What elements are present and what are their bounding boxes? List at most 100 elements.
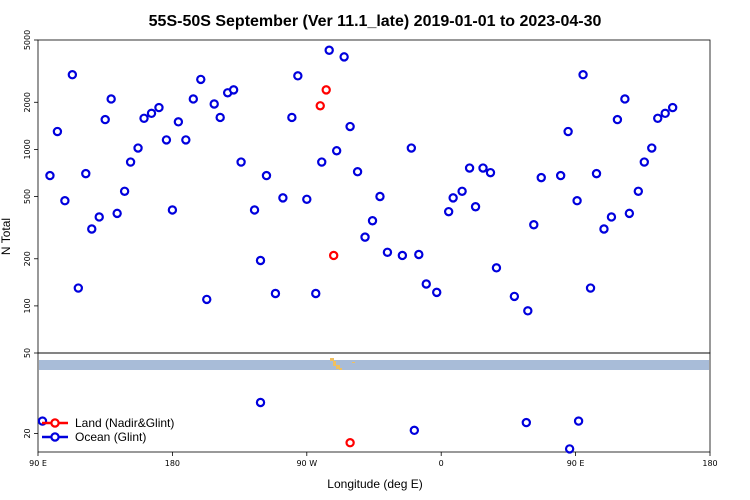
ocean-point xyxy=(470,202,481,212)
ocean-point xyxy=(133,143,143,153)
ocean-point xyxy=(382,247,393,257)
ocean-point xyxy=(167,205,178,215)
ocean-point xyxy=(106,94,116,104)
ocean-point xyxy=(249,205,260,215)
ocean-point xyxy=(509,291,520,302)
ocean-point xyxy=(60,196,70,206)
ocean-point xyxy=(45,170,55,181)
y-tick-label: 1000 xyxy=(23,139,32,159)
ocean-point xyxy=(457,186,467,196)
ocean-point xyxy=(624,208,635,219)
ocean-point xyxy=(360,232,370,242)
land-point xyxy=(321,85,331,95)
land-point xyxy=(345,438,355,448)
land-band xyxy=(39,358,709,370)
x-axis-title: Longitude (deg E) xyxy=(327,477,422,491)
ocean-point xyxy=(228,85,239,95)
y-tick-label: 50 xyxy=(23,348,32,358)
legend-marker xyxy=(50,432,60,442)
ocean-point xyxy=(87,224,97,234)
ocean-point xyxy=(311,288,321,299)
ocean-point xyxy=(352,167,363,177)
lower-plot-panel xyxy=(37,352,711,453)
ocean-point xyxy=(464,163,475,173)
x-tick-label: 90 W xyxy=(296,459,317,468)
ocean-point xyxy=(81,168,91,179)
ocean-point xyxy=(324,45,334,55)
legend: Land (Nadir&Glint)Ocean (Glint) xyxy=(42,416,174,444)
land-mark xyxy=(339,368,342,370)
land-mark xyxy=(330,358,334,361)
land-mark xyxy=(352,362,355,363)
ocean-point xyxy=(521,417,532,428)
ocean-point xyxy=(653,113,663,123)
y-tick-label: 5000 xyxy=(23,30,32,50)
ocean-point xyxy=(406,143,417,153)
ocean-point xyxy=(599,224,609,234)
ocean-point xyxy=(564,444,575,454)
ocean-point xyxy=(421,279,431,289)
ocean-point xyxy=(317,157,327,167)
x-tick-label: 0 xyxy=(439,459,444,468)
legend-marker xyxy=(50,418,60,428)
ocean-point xyxy=(161,135,172,145)
ocean-point xyxy=(639,157,649,167)
ocean-point xyxy=(146,108,157,119)
ocean-point xyxy=(432,287,442,298)
land-band-strip xyxy=(39,360,709,370)
ocean-point xyxy=(73,283,84,293)
ocean-point xyxy=(302,194,312,204)
ocean-point xyxy=(345,121,355,132)
ocean-point xyxy=(287,112,297,123)
ocean-point xyxy=(585,283,596,293)
ocean-point xyxy=(278,193,288,203)
ocean-point xyxy=(633,186,644,196)
ocean-point xyxy=(606,212,617,222)
ocean-point xyxy=(209,99,219,109)
ocean-point xyxy=(52,126,63,137)
upper-panel-frame xyxy=(37,39,711,354)
ocean-point xyxy=(255,255,266,266)
ocean-point xyxy=(196,74,206,85)
x-tick-label: 180 xyxy=(165,459,180,468)
ocean-point xyxy=(667,102,678,113)
land-mark xyxy=(333,361,336,366)
ocean-point xyxy=(591,168,602,179)
ocean-point xyxy=(255,397,266,408)
ocean-point xyxy=(523,306,533,316)
data-points xyxy=(37,45,678,454)
ocean-point xyxy=(536,172,546,183)
land-mark xyxy=(336,365,340,369)
land-point xyxy=(328,250,339,261)
ocean-point xyxy=(620,94,630,104)
ocean-point xyxy=(119,186,130,196)
ocean-point xyxy=(375,191,385,202)
ocean-point xyxy=(572,196,582,206)
ocean-point xyxy=(414,249,424,260)
ocean-point xyxy=(293,71,303,81)
ocean-point xyxy=(215,112,225,123)
y-axis-title: N Total xyxy=(0,218,13,255)
ocean-point xyxy=(181,135,191,145)
ocean-point xyxy=(367,216,378,226)
ocean-point xyxy=(448,193,458,203)
ocean-point xyxy=(443,206,454,217)
ocean-point xyxy=(94,212,104,222)
ocean-point xyxy=(647,143,657,153)
ocean-point xyxy=(491,263,502,273)
ocean-point xyxy=(573,416,584,426)
y-tick-label: 500 xyxy=(23,189,32,204)
ocean-point xyxy=(397,250,408,261)
lower-panel-frame xyxy=(37,352,711,453)
y-tick-label: 20 xyxy=(23,428,32,438)
ocean-point xyxy=(270,288,281,299)
x-tick-label: 90 E xyxy=(29,459,47,468)
ocean-point xyxy=(67,70,78,80)
ocean-point xyxy=(612,114,623,125)
ocean-point xyxy=(529,220,539,230)
ocean-point xyxy=(339,52,349,62)
ocean-point xyxy=(409,425,420,436)
legend-label: Ocean (Glint) xyxy=(75,430,146,444)
y-axis-ticks: 50 100 200 500 1000 2000 5000 20 xyxy=(23,30,38,439)
ocean-point xyxy=(188,94,199,104)
